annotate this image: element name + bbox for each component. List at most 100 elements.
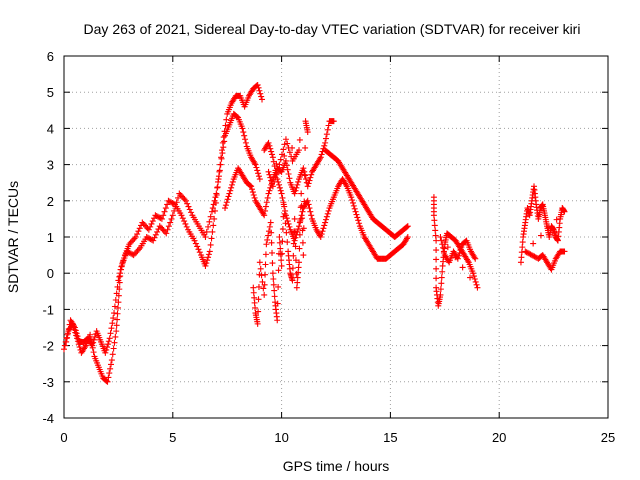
data-point (296, 245, 303, 252)
data-point (280, 201, 287, 208)
data-point (530, 240, 537, 247)
data-point (321, 142, 328, 149)
data-point (262, 251, 269, 258)
data-point (519, 244, 526, 251)
data-point (291, 228, 298, 235)
data-point (260, 285, 267, 292)
data-point (152, 212, 159, 219)
data-point (325, 207, 332, 214)
data-point (167, 219, 174, 226)
data-point (464, 257, 471, 264)
data-point (150, 237, 157, 244)
data-point (255, 170, 262, 177)
data-point (223, 116, 230, 123)
data-point (133, 249, 140, 256)
series-scatter-mid (250, 118, 311, 327)
data-point (226, 190, 233, 197)
data-point (277, 251, 284, 258)
data-point (275, 267, 282, 274)
data-point (160, 227, 167, 234)
data-point (192, 240, 199, 247)
data-point (134, 231, 141, 238)
data-point (251, 194, 258, 201)
data-point (305, 201, 312, 208)
data-point (159, 226, 166, 233)
data-point (459, 264, 466, 271)
data-point (298, 202, 305, 209)
data-point (528, 252, 535, 259)
data-point (248, 183, 255, 190)
data-point (182, 220, 189, 227)
data-point (273, 170, 280, 177)
data-point (522, 248, 529, 255)
data-point (523, 249, 530, 256)
data-point (72, 327, 79, 334)
data-point (253, 164, 260, 171)
data-point (282, 157, 289, 164)
data-point (89, 342, 96, 349)
data-point (268, 229, 275, 236)
data-point (267, 184, 274, 191)
data-point (403, 223, 410, 230)
data-point (255, 308, 262, 315)
data-point (307, 208, 314, 215)
data-point (292, 234, 299, 241)
data-point (227, 187, 234, 194)
data-point (286, 175, 293, 182)
data-point (437, 234, 444, 240)
data-point (222, 202, 229, 209)
data-point (471, 254, 478, 261)
data-point (439, 241, 446, 248)
data-point (282, 136, 289, 143)
data-point (269, 154, 276, 161)
data-point (351, 205, 358, 212)
data-point (129, 251, 136, 258)
data-point (270, 275, 277, 282)
data-point (519, 239, 526, 246)
data-point (186, 206, 193, 213)
data-point (63, 338, 70, 345)
data-point (178, 212, 185, 219)
data-point (274, 300, 281, 307)
data-point (456, 249, 463, 256)
data-point (316, 155, 323, 162)
data-point (206, 248, 213, 255)
data-point (267, 219, 274, 226)
data-point (353, 211, 360, 218)
data-point (296, 223, 303, 230)
data-point (531, 253, 538, 260)
data-point (164, 201, 171, 208)
data-point (275, 181, 282, 188)
data-point (274, 317, 281, 324)
data-point (470, 270, 477, 277)
data-point (126, 241, 133, 248)
data-point (73, 330, 80, 337)
data-point (218, 155, 225, 162)
x-tick-labels: 0 5 10 15 20 25 (60, 430, 615, 445)
data-point (104, 341, 111, 348)
data-point (210, 222, 217, 229)
data-point (130, 236, 137, 243)
data-point (308, 171, 315, 178)
data-point (271, 293, 278, 300)
data-point (131, 235, 138, 242)
data-point (537, 232, 544, 239)
data-point (71, 323, 78, 330)
data-point (134, 247, 141, 254)
data-point (263, 199, 270, 206)
data-point (140, 220, 147, 227)
data-point (262, 203, 269, 210)
data-point (271, 287, 278, 294)
data-point (228, 181, 235, 188)
data-point (269, 183, 276, 190)
data-point (127, 239, 134, 246)
data-point (210, 201, 217, 208)
data-point (268, 148, 275, 155)
data-point (184, 200, 191, 207)
data-point (205, 251, 212, 258)
y-tick-label: -1 (42, 302, 54, 317)
data-point (279, 151, 286, 158)
data-point (302, 144, 309, 151)
data-point (266, 142, 273, 149)
